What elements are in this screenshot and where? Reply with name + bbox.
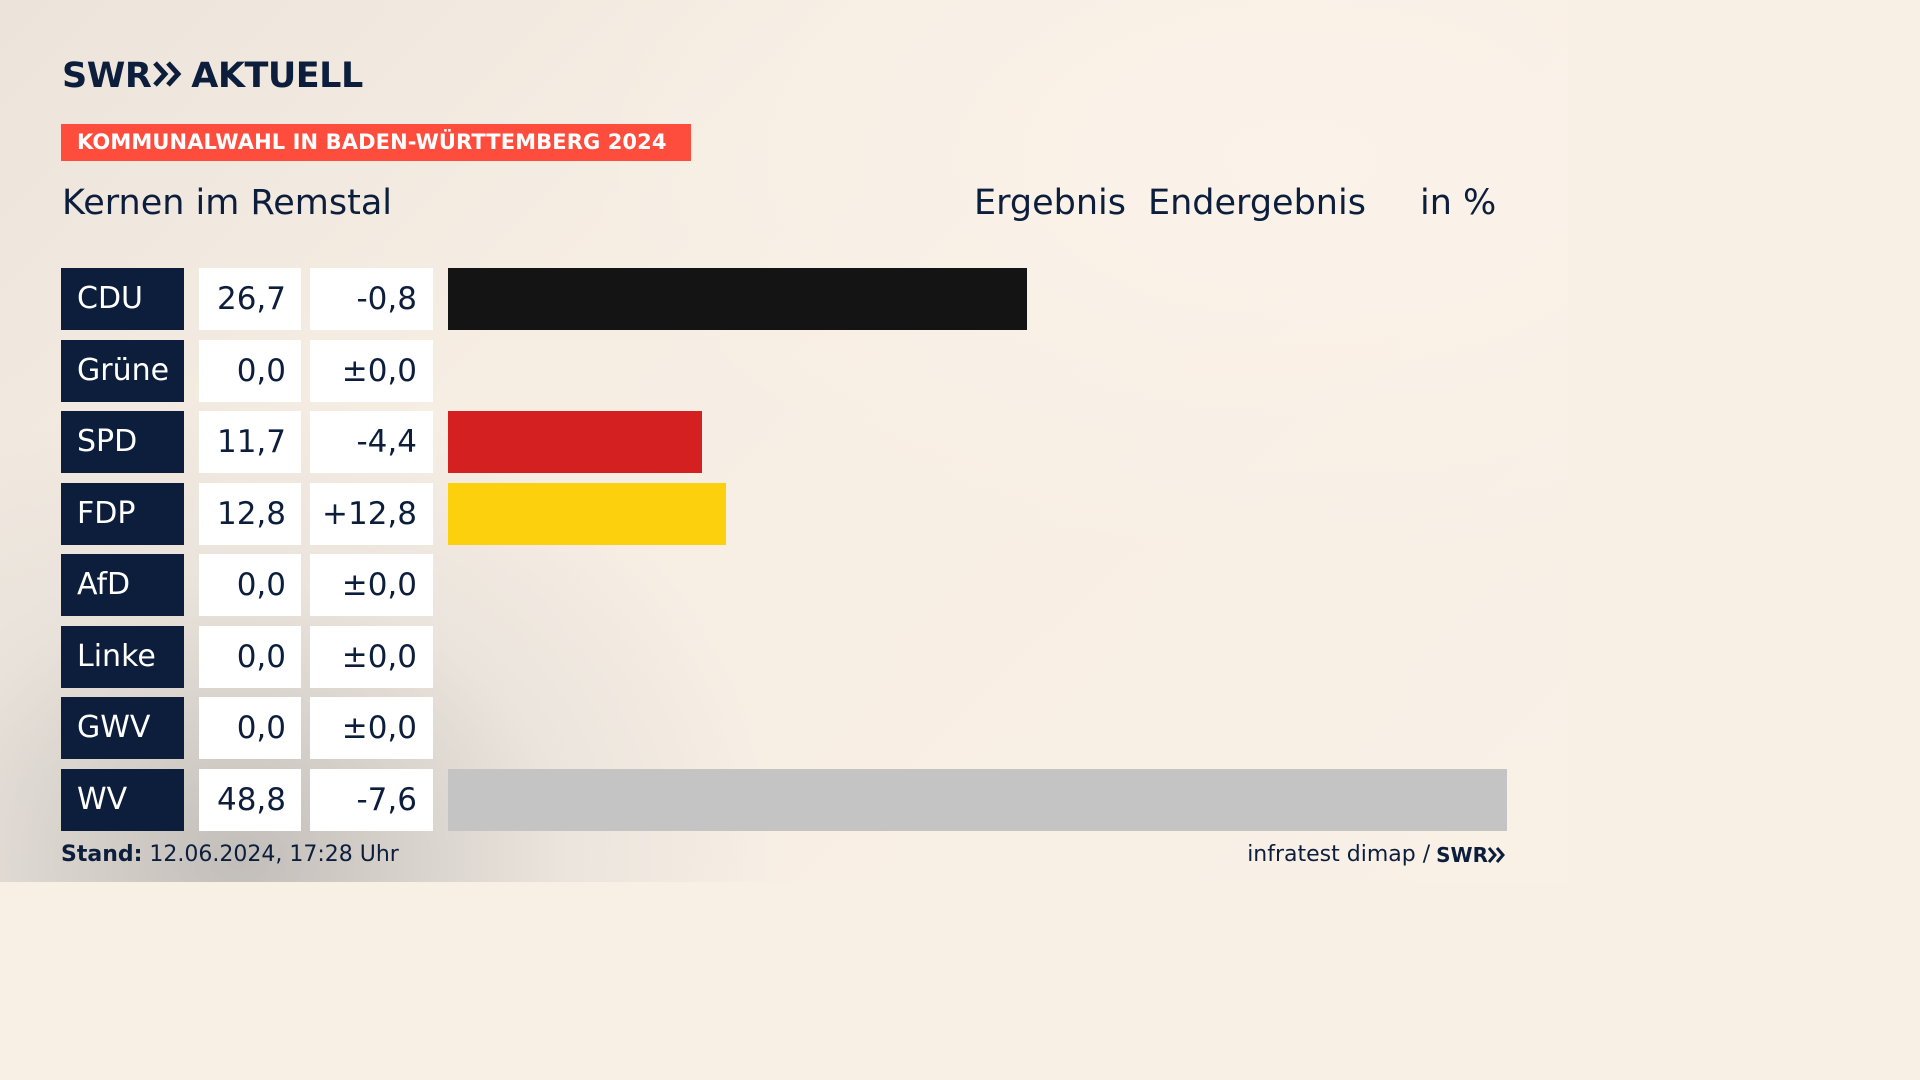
election-banner: KOMMUNALWAHL IN BADEN-WÜRTTEMBERG 2024: [61, 124, 691, 161]
source-credit: infratest dimap / SWR: [1247, 840, 1506, 870]
result-value: 26,7: [199, 268, 301, 330]
result-diff: +12,8: [310, 482, 433, 545]
result-diff: ±0,0: [310, 697, 433, 759]
result-bar: [448, 411, 702, 473]
result-bar: [448, 268, 1028, 330]
result-value: 48,8: [199, 768, 301, 831]
timestamp-value: 12.06.2024, 17:28 Uhr: [149, 842, 399, 867]
page-title: Kernen im Remstal: [62, 183, 392, 223]
result-diff: -4,4: [310, 411, 433, 473]
result-value: 0,0: [199, 697, 301, 759]
timestamp-label: Stand:: [61, 842, 143, 867]
party-label: SPD: [61, 411, 184, 473]
source-text: infratest dimap /: [1247, 842, 1431, 867]
result-value: 0,0: [199, 625, 301, 688]
mini-chevron-icon: [1488, 847, 1505, 863]
header-unit-label: in %: [1420, 183, 1497, 223]
logo-section: AKTUELL: [191, 56, 363, 96]
timestamp: Stand: 12.06.2024, 17:28 Uhr: [61, 840, 399, 870]
result-diff: ±0,0: [310, 625, 433, 688]
double-chevron-icon: [153, 61, 183, 91]
party-label: GWV: [61, 697, 184, 759]
result-value: 11,7: [199, 411, 301, 473]
result-diff: ±0,0: [310, 554, 433, 616]
party-label: Linke: [61, 625, 184, 688]
swr-mini-logo: SWR: [1436, 840, 1506, 870]
party-label: FDP: [61, 482, 184, 545]
header-result-label: Ergebnis: [974, 183, 1126, 223]
result-diff: ±0,0: [310, 339, 433, 402]
result-bar: [448, 482, 726, 545]
result-value: 0,0: [199, 339, 301, 402]
result-diff: -0,8: [310, 268, 433, 330]
result-value: 0,0: [199, 554, 301, 616]
party-label: CDU: [61, 268, 184, 330]
logo-brand: SWR: [62, 56, 152, 96]
party-label: AfD: [61, 554, 184, 616]
result-diff: -7,6: [310, 768, 433, 831]
result-bar: [448, 768, 1507, 831]
swr-aktuell-logo: SWR AKTUELL: [62, 54, 363, 98]
party-label: WV: [61, 768, 184, 831]
header-final-label: Endergebnis: [1148, 183, 1366, 223]
result-value: 12,8: [199, 482, 301, 545]
party-label: Grüne: [61, 339, 184, 402]
mini-logo-text: SWR: [1436, 843, 1488, 867]
